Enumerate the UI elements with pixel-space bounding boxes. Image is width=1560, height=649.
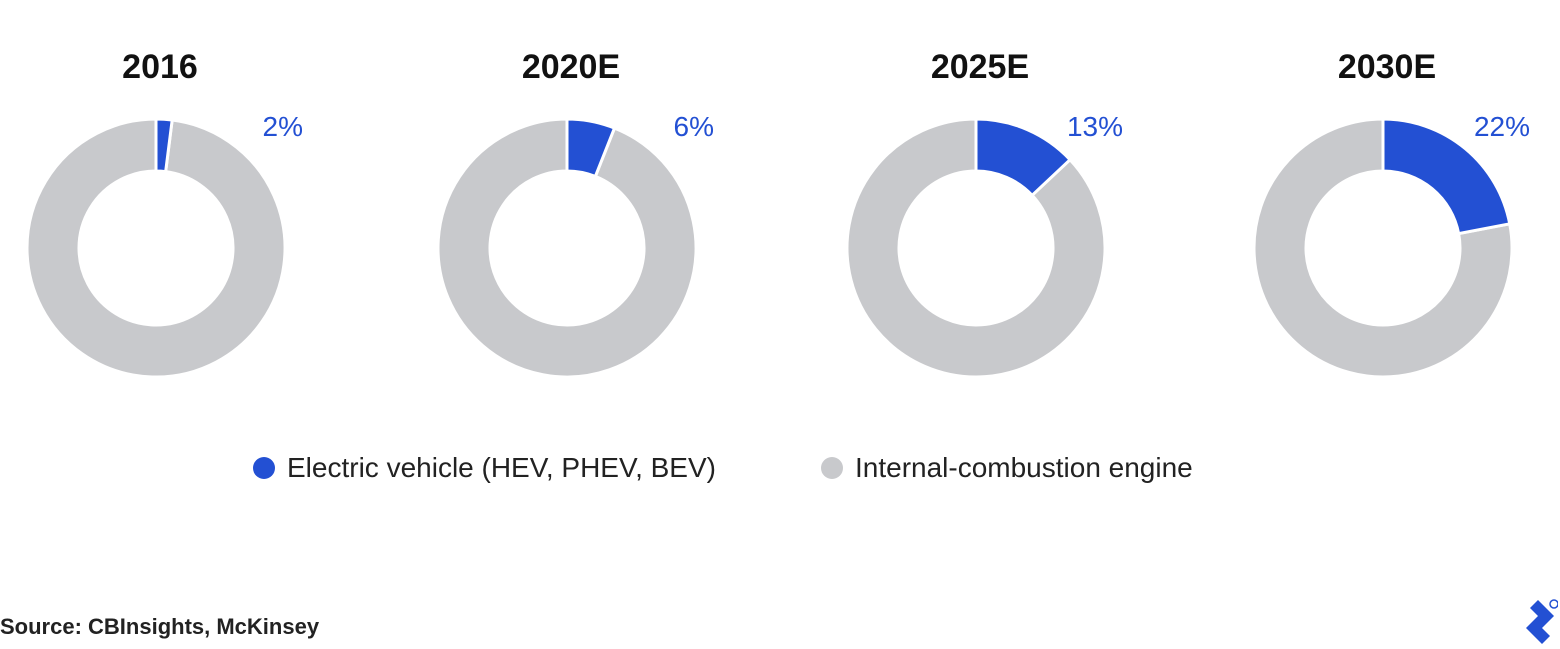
data-label-electric-vehicle: 22% — [1474, 111, 1530, 142]
legend-item-internal-combustion: Internal-combustion engine — [820, 452, 1193, 484]
data-label-electric-vehicle: 13% — [1067, 111, 1123, 142]
legend-swatch-electric-vehicle — [253, 457, 275, 479]
donut-chart-2025e: 2025E 13% — [845, 48, 1123, 379]
data-label-electric-vehicle: 6% — [674, 111, 714, 142]
chart-title: 2030E — [1338, 48, 1436, 86]
slice-internal-combustion — [1252, 117, 1514, 379]
legend-swatch-internal-combustion — [820, 457, 843, 479]
chart-title: 2025E — [931, 48, 1029, 86]
chart-title: 2016 — [122, 48, 198, 86]
data-label-electric-vehicle: 2% — [263, 111, 303, 142]
legend-label-internal-combustion: Internal-combustion engine — [854, 452, 1193, 483]
chart-title: 2020E — [522, 48, 620, 86]
slice-electric-vehicle — [974, 117, 1073, 198]
slice-internal-combustion — [845, 117, 1107, 379]
slice-internal-combustion — [25, 117, 287, 379]
legend-label-electric-vehicle: Electric vehicle (HEV, PHEV, BEV) — [287, 452, 716, 483]
slice-electric-vehicle — [565, 117, 617, 179]
slice-electric-vehicle — [154, 117, 174, 174]
donut-chart-2030e: 2030E 22% — [1252, 48, 1530, 379]
donut-chart-2016: 2016 2% — [25, 48, 303, 379]
legend-item-electric-vehicle: Electric vehicle (HEV, PHEV, BEV) — [253, 452, 716, 484]
source-note: Source: CBInsights, McKinsey — [0, 614, 320, 639]
donut-chart-2020e: 2020E 6% — [436, 48, 714, 379]
slice-electric-vehicle — [1381, 117, 1512, 236]
legend: Electric vehicle (HEV, PHEV, BEV) Intern… — [253, 452, 1193, 484]
slice-internal-combustion — [436, 117, 698, 379]
toptal-logo-icon — [1518, 598, 1559, 649]
